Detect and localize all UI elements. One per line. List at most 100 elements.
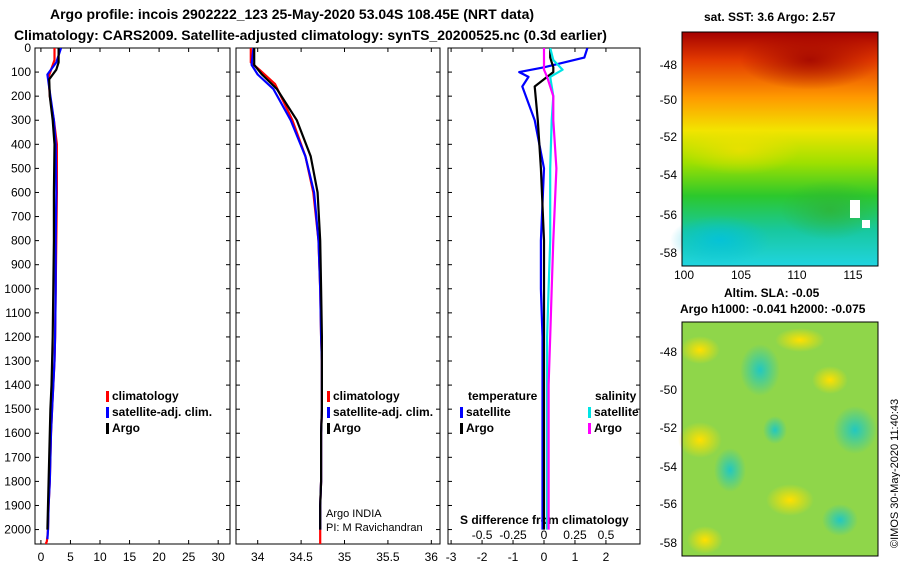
diff-s-tick-label: 0 [541,528,548,542]
series-line [253,48,323,530]
legend2-climatology-swatch [327,391,330,402]
legend-climatology-label: climatology [112,389,179,403]
y-tick-label: 600 [11,185,31,199]
legend-satellite-adj-label: satellite-adj. clim. [112,405,212,419]
panel-series [45,48,63,544]
sla-map-title-line1: Altim. SLA: -0.05 [724,286,820,300]
y-tick-label: 1900 [4,498,31,512]
panel-series [249,48,323,544]
diff-s-tick-label: 0.5 [598,528,615,542]
y-tick-label: 1200 [4,330,31,344]
x-tick-label: 34.5 [289,550,313,564]
y-tick-label: 500 [11,161,31,175]
panel-frame [34,47,231,545]
legend2-argo-label: Argo [333,421,361,435]
credit-line2: PI: M Ravichandran [326,522,423,534]
legend-climatology-swatch [106,391,109,402]
x-tick-label: 35.5 [376,550,400,564]
legend3-sal-argo-label: Argo [594,421,622,435]
legend-satellite-adj-swatch [106,407,109,418]
series-line [46,48,60,530]
series-line [545,48,564,530]
x-tick-label: -2 [477,550,488,564]
series-line [533,48,555,530]
y-tick-label: 800 [11,234,31,248]
x-tick-label: 15 [123,550,137,564]
legend2-satellite-adj-swatch [327,407,330,418]
panel-series [518,48,589,530]
x-tick-label: -3 [446,550,457,564]
y-tick-label: 900 [11,258,31,272]
sst-lon-tick: 100 [673,268,695,282]
sst-lon-tick: 105 [730,268,752,282]
y-tick-label: 1500 [4,402,31,416]
legend3-temp-argo-label: Argo [466,421,494,435]
legend3-temp-satellite-swatch [460,407,463,418]
x-tick-label: 2 [603,550,610,564]
legend2-climatology-label: climatology [333,389,400,403]
y-tick-label: 700 [11,210,31,224]
sst-lon-tick: 110 [787,268,807,282]
legend-argo-swatch [106,423,109,434]
y-tick-label: 1700 [4,450,31,464]
sst-lat-tick: -58 [659,246,677,260]
imos-timestamp: ©IMOS 30-May-2020 11:40:43 [889,398,900,548]
y-tick-label: 1800 [4,474,31,488]
sst-map-title: sat. SST: 3.6 Argo: 2.57 [704,10,836,24]
x-tick-label: 30 [212,550,226,564]
y-tick-label: 1000 [4,282,31,296]
diff-s-tick-label: -0.25 [499,528,527,542]
credit-line1: Argo INDIA [326,508,382,520]
sla-map-title-line2: Argo h1000: -0.041 h2000: -0.075 [680,302,866,316]
sst-lat-tick: -48 [659,58,677,72]
legend3-sal-argo-swatch [588,423,591,434]
diff-s-tick-label: -0.5 [472,528,493,542]
y-tick-label: 400 [11,137,31,151]
legend2-satellite-adj-label: satellite-adj. clim. [333,405,433,419]
sst-lon-tick: 115 [843,268,863,282]
legend-temperature-heading: temperature [468,389,538,403]
sst-lat-tick: -50 [659,93,677,107]
sla-lat-tick: -58 [659,536,677,550]
y-tick-label: 1300 [4,354,31,368]
sla-lat-tick: -48 [659,345,677,359]
x-tick-label: 34 [251,550,265,564]
x-tick-label: -1 [508,550,519,564]
sst-lat-tick: -56 [659,208,677,222]
x-tick-label: 5 [67,550,74,564]
sla-lat-tick: -56 [659,497,677,511]
y-tick-label: 2000 [4,523,31,537]
legend-argo-label: Argo [112,421,140,435]
y-tick-label: 100 [11,65,31,79]
legend3-sal-satellite-label: satellite [594,405,639,419]
series-line [518,48,589,530]
y-tick-label: 300 [11,113,31,127]
legend3-temp-satellite-label: satellite [466,405,511,419]
x-tick-label: 35 [338,550,352,564]
legend3-temp-argo-swatch [460,423,463,434]
x-tick-label: 36 [425,550,439,564]
sla-lat-tick: -54 [659,460,677,474]
x-tick-label: 10 [93,550,107,564]
x-tick-label: 25 [182,550,196,564]
legend3-sal-satellite-swatch [588,407,591,418]
sla-lat-tick: -52 [659,421,677,435]
plot-title-line2: Climatology: CARS2009. Satellite-adjuste… [14,27,607,43]
diff-s-tick-label: 0.25 [563,528,587,542]
y-tick-label: 1600 [4,426,31,440]
x-tick-label: 1 [572,550,579,564]
panel-frame [235,47,441,545]
y-tick-label: 1400 [4,378,31,392]
plot-title-line1: Argo profile: incois 2902222_123 25-May-… [50,6,535,22]
legend-salinity-heading: salinity [595,389,637,403]
y-tick-label: 1100 [5,306,31,320]
legend2-argo-swatch [327,423,330,434]
x-tick-label: 0 [541,550,548,564]
series-line [542,48,558,530]
x-tick-label: 0 [38,550,45,564]
x-tick-label: 20 [152,550,166,564]
sla-lat-tick: -50 [659,383,677,397]
sst-lat-tick: -54 [659,168,677,182]
y-tick-label: 200 [11,89,31,103]
